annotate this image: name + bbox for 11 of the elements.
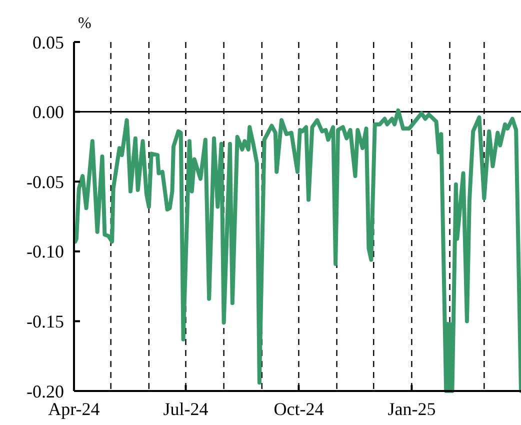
- y-tick-label: 0.05: [32, 32, 64, 52]
- x-tick-label: Jul-24: [163, 399, 208, 419]
- y-tick-label: -0.20: [26, 381, 64, 402]
- y-tick-label: -0.10: [26, 242, 64, 262]
- y-tick-label: -0.05: [26, 172, 64, 192]
- x-tick-label: Oct-24: [274, 399, 324, 419]
- y-tick-label: -0.15: [26, 312, 64, 332]
- y-tick-label: 0.00: [32, 102, 64, 122]
- x-tick-label: Jan-25: [388, 399, 436, 419]
- y-axis-title: %: [78, 15, 92, 32]
- x-tick-label: Apr-24: [48, 399, 100, 419]
